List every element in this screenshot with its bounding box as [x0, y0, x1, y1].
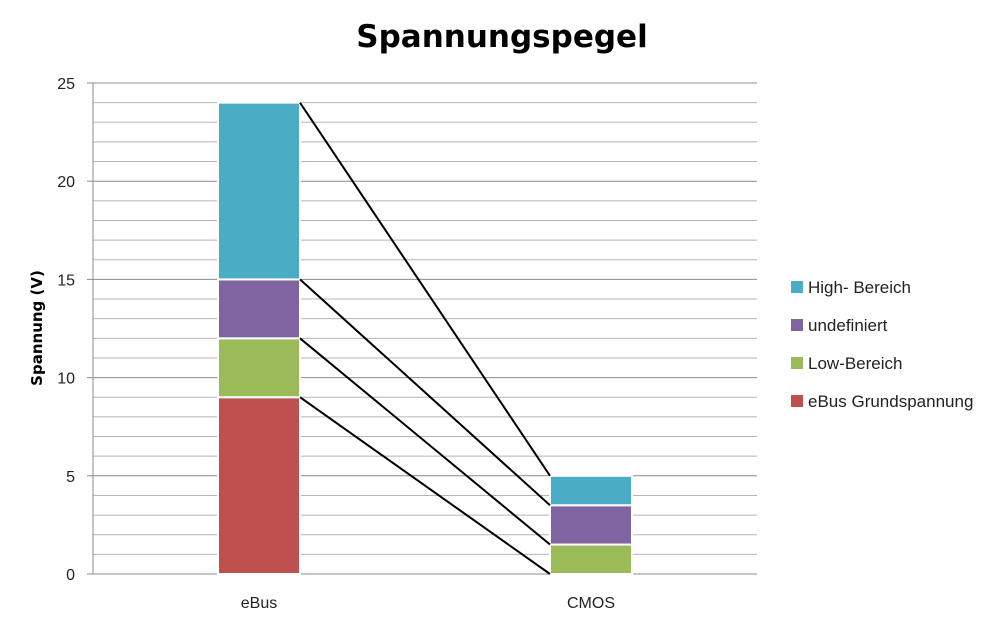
connector-line: [299, 396, 551, 575]
axes: [87, 82, 757, 575]
bar-segment: [549, 504, 633, 546]
connector-lines: [299, 102, 551, 575]
bars: [217, 101, 633, 575]
bar-segment: [217, 278, 301, 340]
legend: High- Bereich undefiniert Low-Bereich eBus …: [791, 278, 973, 411]
legend-label: High- Bereich: [808, 278, 911, 297]
bar-segment: [217, 396, 301, 575]
y-tick-label: 15: [57, 272, 75, 289]
y-tick-label: 20: [57, 174, 75, 191]
legend-label: Low-Bereich: [808, 354, 903, 373]
bar-segment: [549, 543, 633, 575]
legend-swatch: [791, 395, 803, 407]
y-tick-label: 25: [57, 76, 75, 93]
bar-segment: [217, 101, 301, 281]
legend-label: eBus Grundspannung: [808, 392, 973, 411]
connector-line: [299, 278, 551, 507]
gridlines: [93, 82, 757, 575]
category-labels: eBus CMOS: [241, 595, 615, 612]
legend-swatch: [791, 319, 803, 331]
chart-title: Spannungspegel: [356, 19, 647, 55]
y-tick-label: 10: [57, 371, 75, 388]
legend-swatch: [791, 357, 803, 369]
legend-swatch: [791, 281, 803, 293]
y-tick-label: 0: [66, 567, 75, 584]
y-axis-label: Spannung (V): [28, 270, 46, 386]
bar-segment: [549, 474, 633, 507]
y-tick-label: 5: [66, 469, 75, 486]
bar-segment: [217, 337, 301, 399]
connector-line: [299, 337, 551, 546]
legend-label: undefiniert: [808, 316, 888, 335]
category-label: CMOS: [567, 595, 615, 612]
category-label: eBus: [241, 595, 277, 612]
y-tick-labels: 0 5 10 15 20 25: [57, 76, 75, 584]
connector-line: [299, 102, 551, 477]
